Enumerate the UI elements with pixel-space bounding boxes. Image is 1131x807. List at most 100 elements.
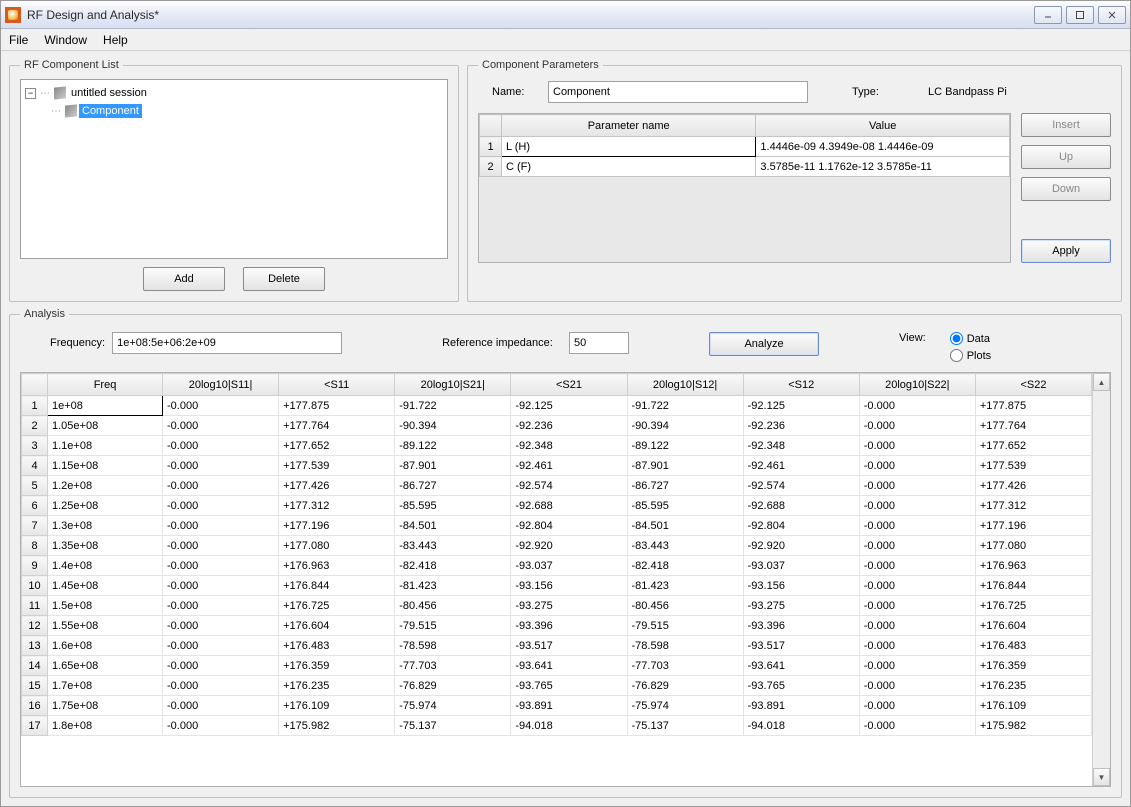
results-cell[interactable]: -92.125 [511,396,627,416]
results-cell[interactable]: -0.000 [859,576,975,596]
results-cell[interactable]: -79.515 [627,616,743,636]
results-cell[interactable]: -93.765 [743,676,859,696]
view-data-option[interactable]: Data [950,332,991,345]
results-cell[interactable]: +177.875 [975,396,1091,416]
results-cell[interactable]: -86.727 [395,476,511,496]
results-row[interactable]: 111.5e+08-0.000+176.725-80.456-93.275-80… [22,596,1092,616]
results-row[interactable]: 31.1e+08-0.000+177.652-89.122-92.348-89.… [22,436,1092,456]
results-cell[interactable]: +177.426 [279,476,395,496]
results-cell[interactable]: -75.974 [395,696,511,716]
results-cell[interactable]: -80.456 [395,596,511,616]
menu-help[interactable]: Help [103,33,128,47]
results-cell[interactable]: +177.764 [975,416,1091,436]
results-cell[interactable]: -92.348 [743,436,859,456]
results-cell[interactable]: -0.000 [163,416,279,436]
results-cell[interactable]: -93.891 [511,696,627,716]
results-cell[interactable]: +177.875 [279,396,395,416]
results-row[interactable]: 161.75e+08-0.000+176.109-75.974-93.891-7… [22,696,1092,716]
results-cell[interactable]: 1.7e+08 [48,676,163,696]
results-cell[interactable]: +177.764 [279,416,395,436]
results-cell[interactable]: -93.156 [511,576,627,596]
results-cell[interactable]: +177.652 [279,436,395,456]
results-row[interactable]: 71.3e+08-0.000+177.196-84.501-92.804-84.… [22,516,1092,536]
results-cell[interactable]: -93.517 [511,636,627,656]
results-cell[interactable]: +176.359 [975,656,1091,676]
results-header-cell[interactable]: 20log10|S11| [163,374,279,396]
results-header-cell[interactable]: 20log10|S21| [395,374,511,396]
results-cell[interactable]: -0.000 [163,636,279,656]
results-cell[interactable]: -93.765 [511,676,627,696]
results-cell[interactable]: -0.000 [163,576,279,596]
results-cell[interactable]: +177.080 [975,536,1091,556]
results-cell[interactable]: -76.829 [395,676,511,696]
results-cell[interactable]: +176.963 [975,556,1091,576]
results-header-cell[interactable]: Freq [48,374,163,396]
menu-window[interactable]: Window [44,33,87,47]
results-cell[interactable]: +176.359 [279,656,395,676]
results-cell[interactable]: +176.483 [279,636,395,656]
results-cell[interactable]: -75.137 [627,716,743,736]
scroll-up-icon[interactable]: ▲ [1093,373,1110,391]
results-cell[interactable]: -83.443 [627,536,743,556]
results-cell[interactable]: +177.196 [975,516,1091,536]
results-cell[interactable]: -92.688 [743,496,859,516]
results-cell[interactable]: -92.236 [511,416,627,436]
results-cell[interactable]: +176.725 [279,596,395,616]
analyze-button[interactable]: Analyze [709,332,819,356]
results-cell[interactable]: -87.901 [395,456,511,476]
results-cell[interactable]: -0.000 [163,496,279,516]
param-row[interactable]: 2C (F)3.5785e-11 1.1762e-12 3.5785e-11 [480,157,1010,177]
results-cell[interactable]: 1.65e+08 [48,656,163,676]
results-cell[interactable]: -0.000 [859,536,975,556]
results-cell[interactable]: -75.974 [627,696,743,716]
results-cell[interactable]: -92.125 [743,396,859,416]
tree-child[interactable]: ⋯ Component [25,102,443,120]
menu-file[interactable]: File [9,33,28,47]
results-cell[interactable]: -89.122 [395,436,511,456]
results-cell[interactable]: -92.348 [511,436,627,456]
results-cell[interactable]: -92.236 [743,416,859,436]
results-cell[interactable]: -0.000 [163,676,279,696]
insert-button[interactable]: Insert [1021,113,1111,137]
results-cell[interactable]: -85.595 [395,496,511,516]
frequency-input[interactable] [112,332,342,354]
results-cell[interactable]: 1.55e+08 [48,616,163,636]
results-cell[interactable]: 1.2e+08 [48,476,163,496]
results-cell[interactable]: -0.000 [859,636,975,656]
results-header-cell[interactable] [22,374,48,396]
results-cell[interactable]: +177.426 [975,476,1091,496]
results-cell[interactable]: -79.515 [395,616,511,636]
results-cell[interactable]: +176.109 [279,696,395,716]
results-cell[interactable]: -93.037 [511,556,627,576]
results-cell[interactable]: 1.75e+08 [48,696,163,716]
results-cell[interactable]: -87.901 [627,456,743,476]
results-header-cell[interactable]: <S11 [279,374,395,396]
results-row[interactable]: 131.6e+08-0.000+176.483-78.598-93.517-78… [22,636,1092,656]
results-row[interactable]: 61.25e+08-0.000+177.312-85.595-92.688-85… [22,496,1092,516]
results-cell[interactable]: -92.688 [511,496,627,516]
results-cell[interactable]: -82.418 [395,556,511,576]
view-plots-option[interactable]: Plots [950,349,991,362]
results-table[interactable]: Freq20log10|S11|<S1120log10|S21|<S2120lo… [21,373,1092,736]
results-cell[interactable]: -91.722 [395,396,511,416]
results-row[interactable]: 21.05e+08-0.000+177.764-90.394-92.236-90… [22,416,1092,436]
results-cell[interactable]: +176.604 [279,616,395,636]
results-cell[interactable]: -78.598 [395,636,511,656]
results-cell[interactable]: -91.722 [627,396,743,416]
results-cell[interactable]: +176.844 [279,576,395,596]
results-cell[interactable]: 1e+08 [48,396,163,416]
results-cell[interactable]: -93.891 [743,696,859,716]
results-cell[interactable]: +177.196 [279,516,395,536]
results-cell[interactable]: 1.35e+08 [48,536,163,556]
param-name-cell[interactable]: C (F) [502,157,756,177]
results-cell[interactable]: -92.574 [511,476,627,496]
results-cell[interactable]: -92.804 [743,516,859,536]
results-row[interactable]: 91.4e+08-0.000+176.963-82.418-93.037-82.… [22,556,1092,576]
down-button[interactable]: Down [1021,177,1111,201]
results-cell[interactable]: -0.000 [859,556,975,576]
results-cell[interactable]: -81.423 [627,576,743,596]
tree-root[interactable]: − ⋯ untitled session [25,84,443,102]
results-cell[interactable]: +177.539 [279,456,395,476]
delete-button[interactable]: Delete [243,267,325,291]
results-cell[interactable]: -0.000 [163,696,279,716]
